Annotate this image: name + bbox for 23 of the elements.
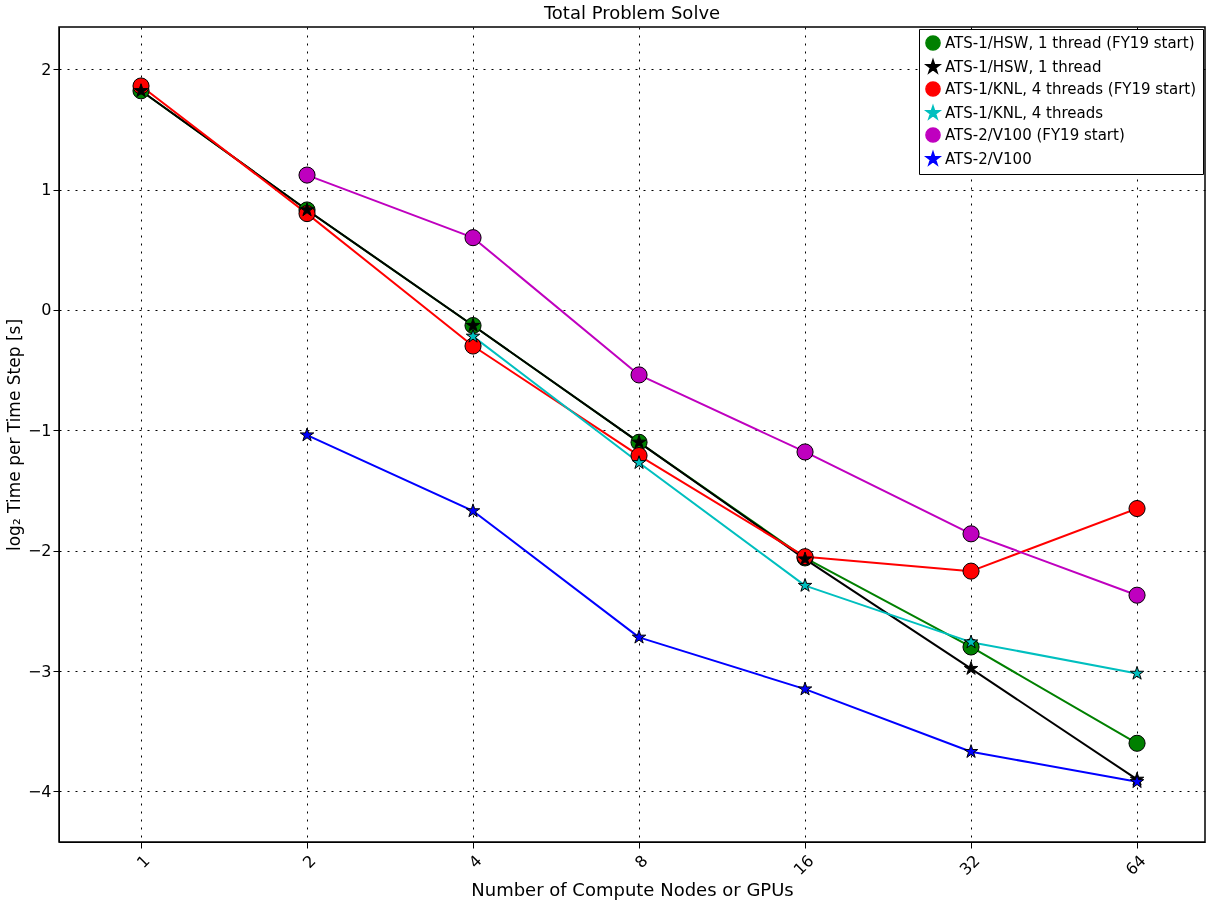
x-tick-label: 16 xyxy=(789,851,818,879)
x-tick-label: 8 xyxy=(630,851,652,872)
x-axis-title: Number of Compute Nodes or GPUs xyxy=(471,879,794,901)
y-tick-label: 1 xyxy=(41,180,52,200)
legend-label: ATS-1/HSW, 1 thread xyxy=(945,58,1102,76)
y-tick-label: −3 xyxy=(27,661,52,681)
legend-label: ATS-2/V100 xyxy=(945,150,1032,168)
x-tick-label: 2 xyxy=(298,851,320,872)
legend-label: ATS-1/HSW, 1 thread (FY19 start) xyxy=(945,34,1195,52)
x-tick-label: 64 xyxy=(1121,851,1150,879)
y-tick-label: −1 xyxy=(27,420,52,440)
x-tick-label: 32 xyxy=(955,851,984,879)
x-tick-label: 4 xyxy=(464,851,486,872)
chart-title: Total Problem Solve xyxy=(542,2,721,23)
legend-label: ATS-2/V100 (FY19 start) xyxy=(945,126,1125,144)
y-tick-label: 2 xyxy=(41,59,52,79)
x-tick-label: 1 xyxy=(132,851,154,872)
y-tick-label: −4 xyxy=(27,781,52,801)
y-tick-label: −2 xyxy=(27,541,52,561)
y-tick-label: 0 xyxy=(41,300,52,320)
y-axis-title: log₂ Time per Time Step [s] xyxy=(3,318,24,552)
legend-label: ATS-1/KNL, 4 threads (FY19 start) xyxy=(945,80,1197,98)
legend-label: ATS-1/KNL, 4 threads xyxy=(945,104,1104,122)
